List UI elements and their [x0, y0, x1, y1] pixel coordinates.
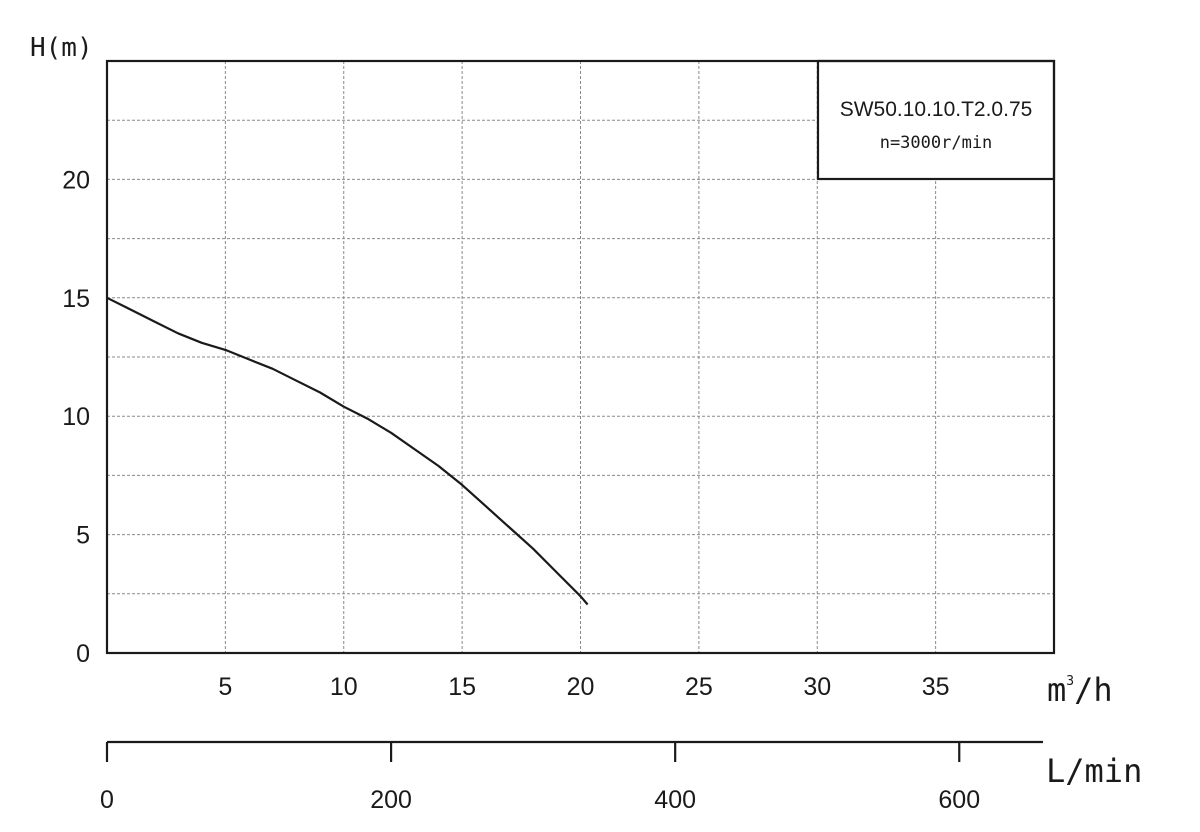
plot-frame [105, 59, 1056, 655]
model-label: SW50.10.10.T2.0.75 [840, 98, 1033, 121]
secondary-tick-label: 200 [370, 786, 412, 814]
secondary-tick-label: 0 [100, 786, 114, 814]
y-tick-label: 0 [76, 640, 90, 668]
x-tick-label: 10 [330, 673, 358, 701]
secondary-tick-label: 400 [654, 786, 696, 814]
y-tick-label: 10 [62, 403, 90, 431]
grid-lines [107, 61, 1054, 653]
y-tick-label: 15 [62, 285, 90, 313]
x-tick-label: 25 [685, 673, 713, 701]
x-tick-label: 15 [448, 673, 476, 701]
secondary-axis-label: L/min [1046, 752, 1142, 790]
x-tick-label: 5 [218, 673, 232, 701]
x-tick-label: 30 [803, 673, 831, 701]
y-tick-label: 20 [62, 166, 90, 194]
x-tick-label: 35 [922, 673, 950, 701]
series-layer [106, 296, 589, 606]
y-axis-label: H(m) [30, 33, 93, 63]
x-axis-label: m3/h [1047, 671, 1113, 709]
secondary-axis: 0 200 400 600 [100, 742, 980, 814]
x-tick-label: 20 [567, 673, 595, 701]
model-info-box: SW50.10.10.T2.0.75 n=3000r/min [816, 59, 1056, 181]
y-tick-label: 5 [76, 522, 90, 550]
speed-label: n=3000r/min [880, 133, 993, 153]
tick-labels: 5 10 15 20 25 30 35 0 5 10 15 20 [62, 166, 949, 701]
model-info-box-frame [816, 59, 1056, 181]
head-curve [106, 296, 589, 606]
secondary-tick-label: 600 [938, 786, 980, 814]
